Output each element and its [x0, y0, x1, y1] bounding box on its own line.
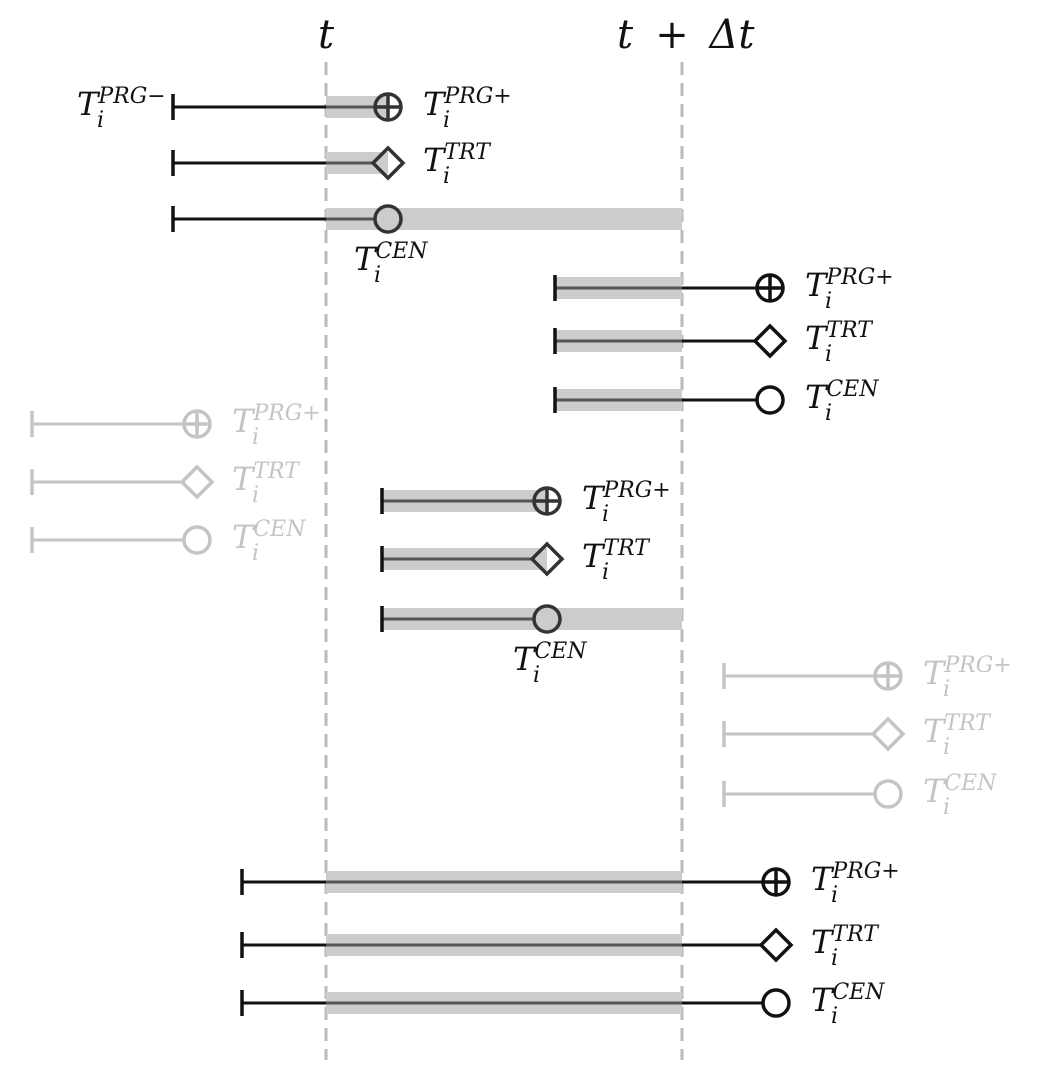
event-label-prg_plus: TPRG+ i — [811, 859, 900, 908]
circle-icon — [755, 385, 785, 415]
circle-icon — [182, 525, 212, 555]
diamond-icon — [752, 323, 788, 359]
event-label-cen: TCEN i — [805, 377, 879, 426]
row-cen: TCEN i — [722, 771, 997, 820]
event-label-cen: TCEN i — [923, 771, 997, 820]
event-label-prg_plus: TPRG+ i — [232, 401, 321, 450]
row-prg_plus: TPRG+ i — [553, 265, 894, 314]
circle-plus-icon — [873, 661, 903, 691]
event-label-prg_plus: TPRG+ i — [423, 84, 512, 133]
event-label-trt: TTRT i — [811, 922, 880, 971]
window-guides — [324, 62, 684, 1060]
event-label-prg_plus: TPRG+ i — [805, 265, 894, 314]
scenario-spanning-whole-window: TPRG+ i TTRT i TCEN i — [240, 859, 900, 1029]
scenario-entirely-after-window: TPRG+ i TTRT i TCEN i — [722, 653, 1012, 820]
row-cen: TCEN i — [30, 517, 306, 566]
circle-plus-icon — [373, 92, 403, 122]
row-cen: TCEN i — [171, 204, 682, 288]
circle-plus-icon — [532, 486, 562, 516]
event-label-cen: TCEN i — [811, 980, 885, 1029]
row-trt: TTRT i — [722, 711, 992, 760]
diamond-icon — [758, 927, 794, 963]
circle-icon — [373, 204, 403, 234]
event-label-prg_plus: TPRG+ i — [582, 478, 671, 527]
event-label-trt: TTRT i — [923, 711, 992, 760]
circle-plus-icon — [755, 273, 785, 303]
row-cen: TCEN i — [553, 377, 879, 426]
window-start-label: t — [318, 12, 335, 58]
row-prg_plus: TPRG+ i — [380, 478, 671, 527]
diamond-icon — [370, 145, 406, 181]
event-label-prg_plus: TPRG+ i — [923, 653, 1012, 702]
row-trt: TTRT i — [240, 922, 880, 971]
event-label-cen: TCEN i — [354, 239, 428, 288]
window-end-t-label: t — [617, 12, 634, 58]
row-prg_plus: TPRG+ i — [240, 859, 900, 908]
circle-icon — [873, 779, 903, 809]
scenario-onset-before-event-in-window: TPRG+ i TPRG− i TTRT i TCEN i — [77, 84, 682, 288]
circle-icon — [761, 988, 791, 1018]
event-label-trt: TTRT i — [805, 318, 874, 367]
row-trt: TTRT i — [30, 459, 301, 508]
window-end-plus-label: + — [655, 12, 689, 58]
window-end-delta-label: Δt — [708, 12, 756, 58]
diamond-icon — [870, 716, 906, 752]
event-label-cen: TCEN i — [232, 517, 306, 566]
event-label-trt: TTRT i — [232, 459, 301, 508]
scenario-onset-in-window-event-in-window: TPRG+ i TTRT i TCEN i — [380, 478, 682, 688]
diamond-icon — [179, 464, 215, 500]
row-cen: TCEN i — [380, 604, 682, 688]
event-label-trt: TTRT i — [423, 140, 492, 189]
event-label-cen: TCEN i — [513, 639, 587, 688]
row-trt: TTRT i — [380, 536, 651, 585]
row-trt: TTRT i — [553, 318, 874, 367]
row-prg_plus: TPRG+ i — [722, 653, 1012, 702]
row-prg_plus: TPRG+ i — [30, 401, 321, 450]
event-label-trt: TTRT i — [582, 536, 651, 585]
scenario-entirely-before-window: TPRG+ i TTRT i TCEN i — [30, 401, 321, 566]
circle-plus-icon — [182, 409, 212, 439]
entry-label-prg-minus: TPRG− i — [77, 84, 166, 133]
row-prg_plus: TPRG+ i TPRG− i — [77, 84, 512, 133]
window-header: t t + Δt — [318, 12, 755, 58]
circle-plus-icon — [761, 867, 791, 897]
row-cen: TCEN i — [240, 980, 885, 1029]
diamond-icon — [529, 541, 565, 577]
at-risk-band — [326, 208, 682, 230]
row-trt: TTRT i — [171, 140, 492, 189]
circle-icon — [532, 604, 562, 634]
